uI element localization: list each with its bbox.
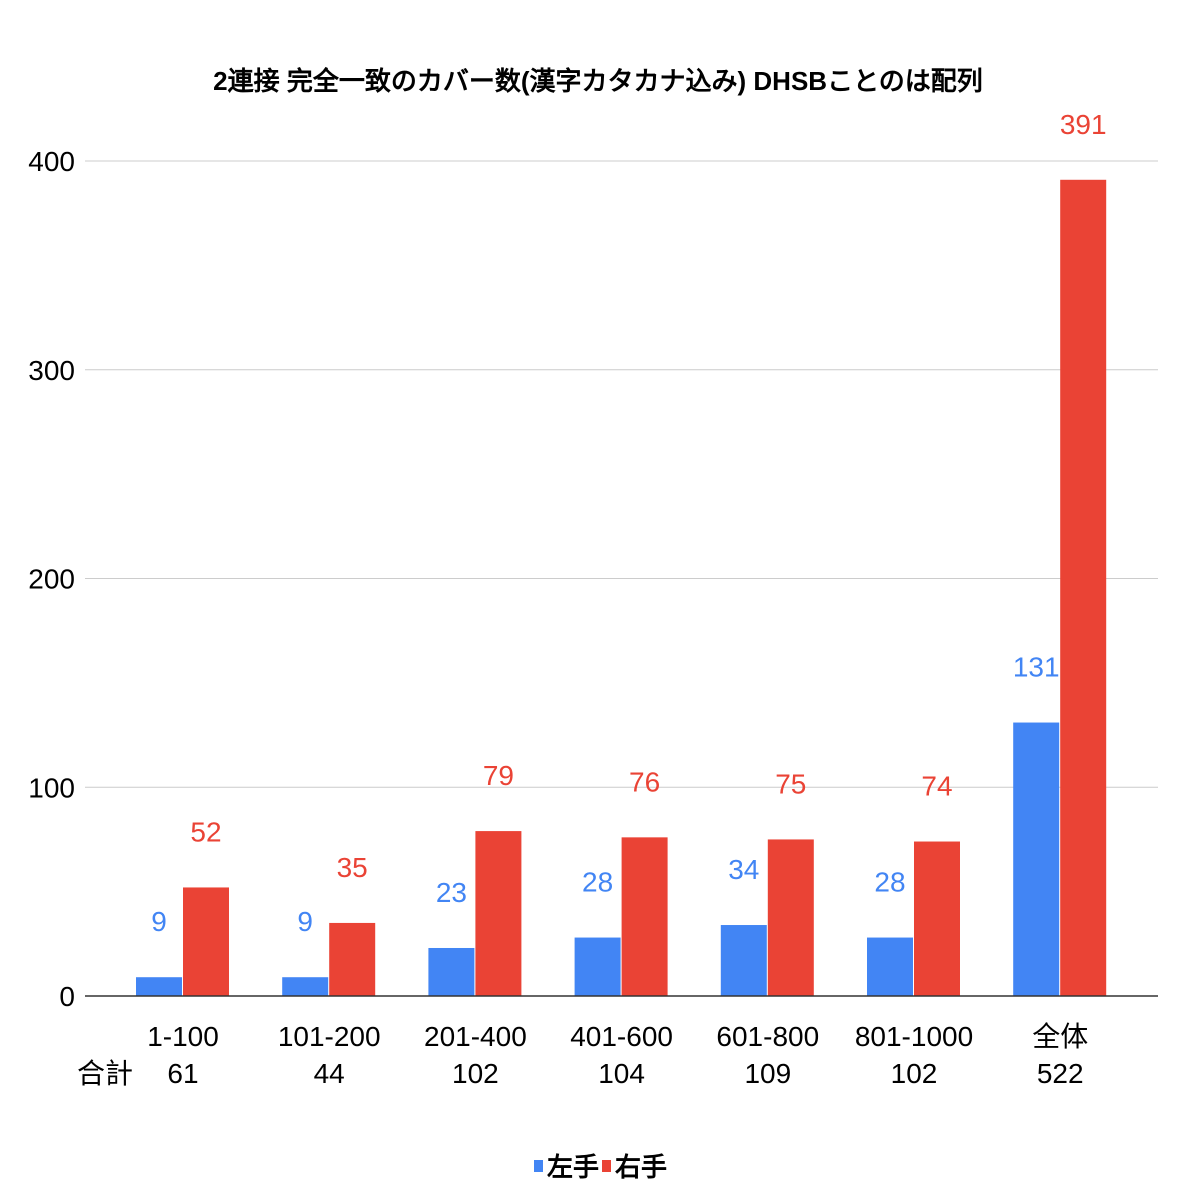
- total-label: 522: [1037, 1058, 1084, 1089]
- data-label: 75: [775, 768, 806, 799]
- bar-right-hand: [914, 841, 960, 996]
- total-label: 109: [744, 1058, 791, 1089]
- data-label: 9: [297, 906, 313, 937]
- data-label: 79: [483, 760, 514, 791]
- bar-left-hand: [428, 947, 475, 996]
- legend: 左手 右手: [534, 1152, 667, 1182]
- x-tick-label: 全体: [1032, 1021, 1088, 1052]
- data-label: 34: [728, 854, 759, 885]
- data-label: 131: [1013, 652, 1060, 683]
- data-label: 391: [1060, 109, 1107, 140]
- legend-label: 右手: [615, 1152, 667, 1182]
- total-label: 61: [167, 1058, 198, 1089]
- y-tick-label: 100: [28, 772, 75, 803]
- bar-left-hand: [720, 925, 767, 996]
- total-label: 44: [314, 1058, 345, 1089]
- bar-right-hand: [329, 922, 376, 996]
- bar-left-hand: [282, 977, 329, 996]
- total-label: 102: [452, 1058, 499, 1089]
- x-tick-label: 401-600: [570, 1021, 673, 1052]
- legend-swatch: [534, 1160, 543, 1172]
- bar-right-hand: [621, 837, 668, 996]
- data-label: 9: [151, 906, 167, 937]
- bar-left-hand: [867, 937, 913, 996]
- x-tick-label: 201-400: [424, 1021, 527, 1052]
- data-label: 23: [436, 877, 467, 908]
- totals-row-label: 合計: [77, 1058, 133, 1089]
- data-label: 28: [874, 867, 905, 898]
- y-tick-label: 0: [59, 981, 75, 1012]
- bar-right-hand: [475, 831, 522, 996]
- total-label: 104: [598, 1058, 645, 1089]
- x-tick-label: 601-800: [716, 1021, 819, 1052]
- y-tick-label: 400: [28, 146, 75, 177]
- x-tick-label: 101-200: [278, 1021, 381, 1052]
- bar-right-hand: [767, 839, 814, 996]
- y-tick-label: 200: [28, 564, 75, 595]
- data-label: 76: [629, 766, 660, 797]
- data-label: 74: [921, 771, 952, 802]
- x-tick-label: 801-1000: [855, 1021, 973, 1052]
- bar-left-hand: [1013, 722, 1060, 996]
- legend-swatch: [602, 1160, 611, 1172]
- data-label: 28: [582, 867, 613, 898]
- x-tick-label: 1-100: [147, 1021, 219, 1052]
- data-label: 35: [337, 852, 368, 883]
- y-tick-label: 300: [28, 355, 75, 386]
- chart-title: 2連接 完全一致のカバー数(漢字カタカナ込み) DHSBことのは配列: [213, 66, 983, 96]
- bar-left-hand: [574, 937, 621, 996]
- bar-left-hand: [136, 977, 182, 996]
- total-label: 102: [891, 1058, 938, 1089]
- bar-right-hand: [183, 887, 229, 996]
- bar-right-hand: [1060, 179, 1107, 997]
- legend-label: 左手: [547, 1152, 599, 1182]
- data-label: 52: [190, 816, 221, 847]
